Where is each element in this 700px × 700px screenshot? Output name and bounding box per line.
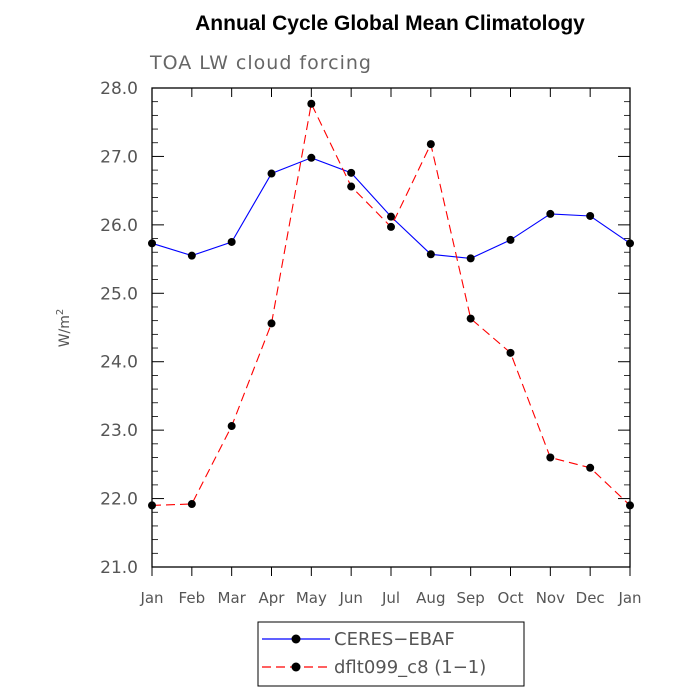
data-point	[187, 251, 196, 260]
y-tick-label: 26.0	[100, 216, 138, 236]
data-point	[187, 500, 196, 509]
data-point	[267, 319, 276, 328]
y-tick-label: 25.0	[100, 284, 138, 304]
series-layer	[148, 99, 634, 510]
y-axis-label-superscript: 2	[55, 309, 66, 315]
x-tick-label: Dec	[576, 589, 605, 607]
y-axis: 21.0 22.0 23.0 24.0 25.0 26.0 27.0 28.0	[100, 79, 630, 578]
data-point	[546, 453, 555, 462]
data-point	[426, 250, 435, 259]
legend-box	[257, 621, 525, 687]
y-tick-label: 23.0	[100, 421, 138, 441]
x-tick-label: Jan	[617, 589, 641, 607]
y-tick-label: 27.0	[100, 147, 138, 167]
data-point	[426, 140, 435, 149]
x-axis: Jan Feb Mar Apr May Jun Jul Aug Sep Oct Nov Dec Jan	[139, 88, 642, 607]
series-line	[151, 101, 631, 506]
x-tick-label: Feb	[179, 589, 206, 607]
chart-title: Annual Cycle Global Mean Climatology	[195, 12, 585, 35]
x-tick-label: Sep	[457, 589, 485, 607]
data-point	[387, 212, 395, 221]
legend-label: dflt099_c8 (1−1)	[334, 657, 486, 678]
y-axis-label-text: W/m	[57, 315, 73, 347]
data-point	[307, 99, 316, 108]
data-point	[227, 422, 236, 431]
series-line	[151, 157, 631, 259]
data-point	[466, 254, 475, 263]
data-point	[148, 239, 156, 248]
y-tick-label: 21.0	[100, 558, 138, 578]
y-tick-label: 24.0	[100, 353, 138, 373]
data-point	[347, 168, 356, 177]
chart-subtitle: TOA LW cloud forcing	[149, 52, 372, 74]
x-tick-label: Apr	[259, 589, 286, 607]
data-point	[267, 169, 276, 178]
data-point	[506, 235, 515, 244]
y-tick-label: 22.0	[100, 490, 138, 510]
legend-label: CERES−EBAF	[334, 629, 455, 650]
y-axis-label: W/m2	[55, 309, 73, 348]
data-point	[626, 501, 634, 510]
x-tick-label: Mar	[218, 589, 247, 607]
data-point	[466, 314, 475, 323]
data-point	[148, 501, 156, 510]
data-point	[626, 239, 634, 248]
series-0	[148, 153, 634, 263]
data-point	[307, 153, 316, 162]
legend-marker	[291, 634, 301, 644]
plot-frame	[151, 87, 631, 568]
x-tick-label: Oct	[498, 589, 524, 607]
series-1	[148, 99, 634, 510]
x-tick-label: Jan	[139, 589, 163, 607]
x-tick-label: Nov	[536, 589, 565, 607]
data-point	[227, 237, 236, 246]
data-point	[546, 209, 555, 218]
data-point	[586, 463, 595, 472]
x-tick-label: Aug	[416, 589, 445, 607]
plot-border	[151, 87, 631, 568]
data-point	[506, 348, 515, 357]
data-point	[347, 182, 356, 191]
x-tick-label: Jun	[338, 589, 362, 607]
x-tick-label: May	[296, 589, 327, 607]
legend: CERES−EBAF dflt099_c8 (1−1)	[257, 621, 525, 687]
x-tick-label: Jul	[381, 589, 400, 607]
y-tick-label: 28.0	[100, 79, 138, 99]
data-point	[586, 211, 595, 220]
data-point	[387, 222, 395, 231]
legend-marker	[291, 662, 301, 672]
